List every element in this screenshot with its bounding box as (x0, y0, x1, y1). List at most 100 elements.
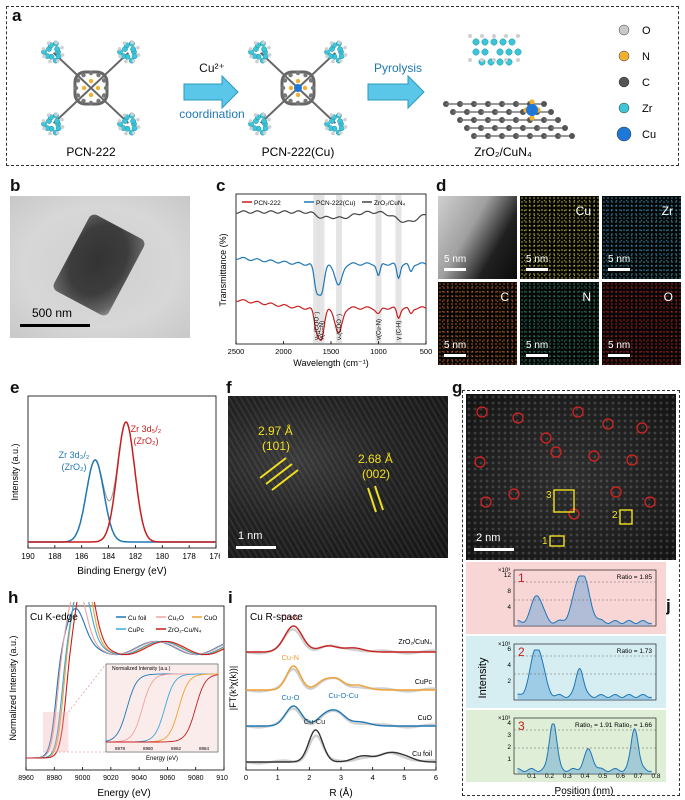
profile-ytick-label: 2 (507, 678, 511, 685)
profile-fill-2 (517, 650, 653, 700)
eds-scalebar-label: 5 nm (526, 254, 549, 265)
eds-map-haadf: 5 nm (438, 196, 517, 279)
profile-xtick-label: 0.7 (634, 773, 643, 780)
profile-xtick-label: 0.1 (527, 773, 536, 780)
ftir-legend-label-2: ZrO₂/CuN₄ (374, 200, 406, 207)
xanes-tick-label: 9060 (160, 775, 176, 782)
xanes-legend-label-2: CuO (204, 615, 217, 622)
profile-ytick-label: 12 (504, 572, 512, 579)
arrow2-label: Pyrolysis (374, 61, 422, 75)
legend-atom-zr (618, 102, 630, 114)
zr-cluster (41, 112, 65, 136)
xps-chart: 190 188 186 184 182 180 178 176 Zr 3d₃/₂ (ZrO₂)… (10, 395, 220, 577)
ftir-band-0 (313, 195, 320, 343)
exafs-peak-label-0: Cu-N (282, 613, 300, 622)
profile-fill-1 (517, 576, 653, 626)
zr-cluster (248, 112, 272, 136)
xanes-inset-tick-label: 8978 (115, 746, 126, 751)
xps-peak-zr3d52 (28, 421, 216, 543)
cu-site-circle (636, 422, 648, 434)
panel-label-d: d (436, 176, 447, 195)
atom-texture (466, 394, 676, 560)
exafs-curve-label-1: CuPc (415, 679, 433, 686)
eds-map-zr: Zr 5 nm (602, 196, 681, 279)
ftir-tick-label: 500 (420, 347, 432, 356)
exafs-peak-label-1: Cu-N (282, 653, 300, 662)
cu-site-circle (480, 496, 492, 508)
profile-box-3 (553, 489, 575, 513)
xanes-inset-xlabel: Energy (eV) (146, 756, 178, 762)
xanes-inset-tick-label: 8980 (143, 746, 154, 751)
profile-xtick-label: 0.6 (616, 773, 625, 780)
xps-xlabel: Binding Energy (eV) (77, 566, 167, 577)
zr-cluster (324, 40, 348, 64)
exafs-curve-label-0: ZrO₂/CuN₄ (398, 639, 432, 646)
eds-map-n: N 5 nm (520, 282, 599, 365)
exafs-curve-1 (246, 665, 436, 691)
profile-ytick-label: 4 (507, 662, 511, 669)
profile-ytick-label: 3 (507, 732, 511, 739)
exafs-chart: ZrO₂/CuN₄ Cu-N CuPc Cu-N CuO Cu-O Cu foil Cu-Cu… (228, 605, 438, 799)
ftir-annotation-3: ν(Cu-N) (377, 319, 383, 340)
xanes-legend-label-4: ZrO₂-Cu/N₄ (168, 627, 202, 634)
eds-map-cu: Cu 5 nm (520, 196, 599, 279)
pcn222cu-molecule (259, 52, 337, 124)
profile-ratio-1: Ratio = 1.85 (617, 574, 653, 581)
eds-scalebar (444, 268, 466, 271)
xanes-tick-label: 9100 (216, 775, 228, 782)
panel-a-frame (6, 6, 679, 166)
g-scalebar (474, 548, 514, 551)
cu-site-circle (588, 450, 600, 462)
ftir-ylabel: Transmittance (%) (218, 233, 228, 306)
legend-label-c: C (642, 77, 650, 89)
arrow1-line1: Cu²⁺ (199, 61, 225, 75)
cu-site-circle (476, 406, 488, 418)
exafs-fit-3 (245, 734, 436, 765)
xps-tick-label: 178 (182, 552, 196, 561)
profile-xtick-label: 0.3 (563, 773, 572, 780)
ftir-chart: PCN-222 PCN-222(Cu) ZrO₂/CuN₄ 2500 2000 1500… (218, 193, 432, 368)
xps-plot-area (27, 395, 217, 549)
zr-cluster (117, 40, 141, 64)
f-scalebar-label: 1 nm (238, 530, 263, 542)
exafs-tick-label: 0 (244, 773, 248, 782)
xanes-legend-label-1: Cu₂O (168, 615, 184, 622)
cu-site-circle (644, 496, 656, 508)
panel-label-b: b (10, 176, 21, 195)
arrow1-line2: coordination (179, 107, 244, 121)
ftir-legend-label-1: PCN-222(Cu) (316, 200, 355, 207)
profile-ytick-label: 1 (507, 756, 511, 763)
profile-axes-1 (513, 569, 657, 627)
eds-scalebar (526, 268, 548, 271)
legend-atom-c (618, 76, 630, 88)
eds-element-label: Cu (575, 204, 591, 218)
xps-tick-label: 176 (209, 552, 220, 561)
panel-gj-frame (462, 390, 680, 796)
profile-id-3: 3 (518, 719, 525, 733)
panel-label-e: e (10, 378, 20, 397)
eds-element-label: O (663, 290, 673, 304)
ftir-tick-label: 2000 (275, 347, 292, 356)
profile-ratio-2: Ratio = 1.73 (617, 648, 653, 655)
legend-label-o: O (642, 25, 651, 37)
eds-scalebar-label: 5 nm (608, 254, 631, 265)
legend-atom-n (618, 50, 630, 62)
xanes-legend-label-3: CuPc (128, 627, 145, 634)
cu-site-circle (512, 412, 524, 424)
tem-scalebar (20, 324, 90, 327)
arrow-coordination (183, 74, 239, 110)
xps-ylabel: Intensity (a.u.) (10, 443, 20, 500)
label-zro2cun4: ZrO₂/CuN₄ (474, 145, 532, 159)
legend-atom-o (618, 24, 630, 36)
profile-line-3 (517, 723, 652, 773)
zr-cluster (41, 40, 65, 64)
profile-ytick-label: 8 (507, 588, 511, 595)
ftir-curve-1 (235, 256, 427, 296)
xps-peak2-line1: Zr 3d₅/₂ (131, 424, 162, 434)
cu-site-circle (550, 446, 562, 458)
cu-site-circle (602, 418, 614, 430)
xanes-ylabel: Normalized Intensity (a.u.) (8, 635, 18, 740)
xps-peak2-line2: (ZrO₂) (134, 436, 159, 446)
label-pcn222cu: PCN-222(Cu) (262, 145, 335, 159)
label-pcn222: PCN-222 (66, 145, 116, 159)
